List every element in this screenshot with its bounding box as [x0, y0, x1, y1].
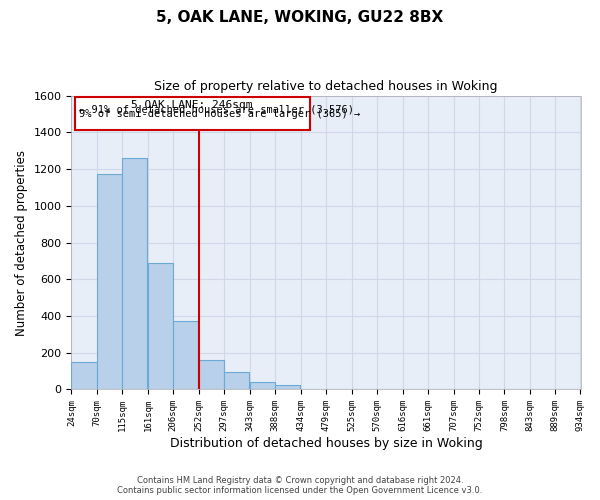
Text: 5 OAK LANE: 246sqm: 5 OAK LANE: 246sqm: [131, 100, 253, 110]
Bar: [75, 98, 310, 130]
Y-axis label: Number of detached properties: Number of detached properties: [15, 150, 28, 336]
Bar: [148, 264, 173, 390]
Bar: [199, 360, 224, 390]
Bar: [250, 382, 275, 390]
Bar: [275, 386, 300, 390]
Text: Contains HM Land Registry data © Crown copyright and database right 2024.
Contai: Contains HM Land Registry data © Crown c…: [118, 476, 482, 495]
Bar: [71, 362, 97, 390]
Bar: [97, 174, 122, 390]
Text: 5, OAK LANE, WOKING, GU22 8BX: 5, OAK LANE, WOKING, GU22 8BX: [157, 10, 443, 25]
Bar: [224, 372, 250, 390]
Bar: [122, 158, 148, 390]
Text: ← 91% of detached houses are smaller (3,576): ← 91% of detached houses are smaller (3,…: [79, 104, 354, 115]
Title: Size of property relative to detached houses in Woking: Size of property relative to detached ho…: [154, 80, 498, 93]
Bar: [173, 320, 199, 390]
X-axis label: Distribution of detached houses by size in Woking: Distribution of detached houses by size …: [170, 437, 482, 450]
Text: 9% of semi-detached houses are larger (365) →: 9% of semi-detached houses are larger (3…: [79, 109, 361, 119]
